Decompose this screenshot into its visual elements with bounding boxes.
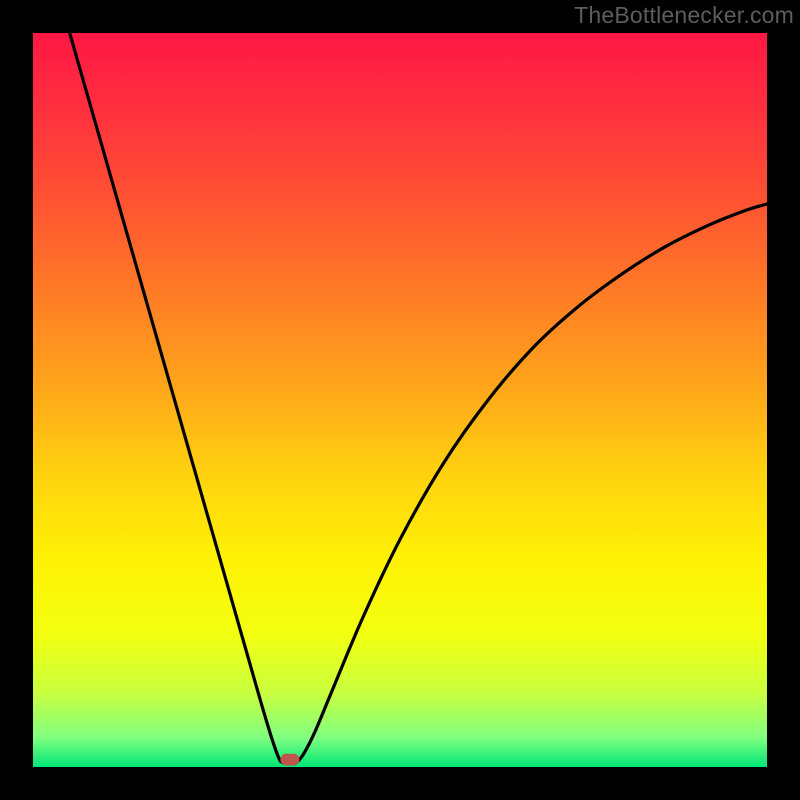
bottleneck-chart (0, 0, 800, 800)
plot-background (33, 33, 767, 767)
optimal-point-marker (280, 754, 299, 766)
chart-container: TheBottlenecker.com (0, 0, 800, 800)
